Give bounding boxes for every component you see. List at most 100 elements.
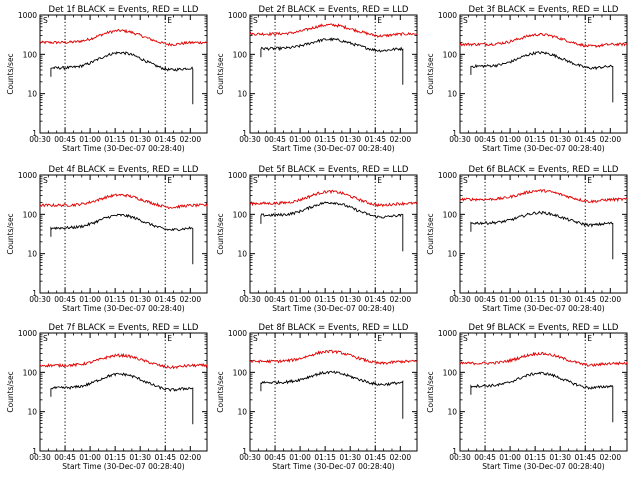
panel-title: Det 3f BLACK = Events, RED = LLD	[469, 5, 619, 15]
detector-panel-6: Det 6f BLACK = Events, RED = LLD 1 10 100 10…	[426, 165, 628, 313]
x-tick-label: 01:00	[499, 295, 521, 304]
lld-series-line	[249, 189, 418, 208]
marker-label: E	[167, 334, 172, 343]
y-tick-label: 1	[452, 447, 457, 456]
x-axis-label: Start Time (30-Dec-07 00:28:40)	[272, 144, 394, 153]
x-tick-label: 02:00	[389, 453, 411, 462]
x-tick-label: 02:00	[389, 135, 411, 144]
y-tick-label: 10	[237, 408, 247, 417]
x-tick-label: 01:00	[499, 135, 521, 144]
x-tick-label: 01:00	[499, 453, 521, 462]
x-tick-label: 01:15	[524, 135, 546, 144]
x-tick-label: 02:00	[599, 453, 621, 462]
y-tick-label: 10	[27, 90, 37, 99]
x-tick-label: 01:45	[154, 295, 176, 304]
events-series-line	[470, 51, 614, 103]
x-tick-label: 01:00	[79, 453, 101, 462]
x-tick-label: 00:30	[239, 295, 261, 304]
marker-label: S	[43, 16, 48, 25]
y-tick-label: 100	[23, 368, 38, 377]
y-axis-label: Counts/sec	[216, 371, 225, 412]
x-tick-label: 01:30	[549, 135, 571, 144]
panel-title: Det 8f BLACK = Events, RED = LLD	[259, 323, 409, 333]
y-tick-label: 1000	[438, 11, 457, 20]
x-tick-label: 00:30	[29, 453, 51, 462]
x-tick-label: 00:45	[54, 295, 76, 304]
y-axis-label: Counts/sec	[426, 213, 435, 254]
events-series-line	[260, 37, 404, 85]
y-tick-label: 100	[443, 50, 458, 59]
x-axis-label: Start Time (30-Dec-07 00:28:40)	[62, 144, 184, 153]
x-tick-label: 00:45	[264, 453, 286, 462]
x-tick-label: 02:00	[599, 295, 621, 304]
lld-series-line	[459, 351, 628, 367]
x-tick-label: 01:45	[154, 453, 176, 462]
panel-title: Det 6f BLACK = Events, RED = LLD	[469, 165, 619, 175]
x-tick-label: 00:30	[239, 453, 261, 462]
x-axis-label: Start Time (30-Dec-07 00:28:40)	[482, 144, 604, 153]
x-tick-label: 01:15	[104, 295, 126, 304]
y-tick-label: 1	[32, 289, 37, 298]
x-tick-label: 01:00	[79, 295, 101, 304]
lld-series-line	[39, 28, 208, 47]
marker-label: E	[377, 176, 382, 185]
x-tick-label: 01:30	[549, 453, 571, 462]
marker-label: E	[587, 16, 592, 25]
y-tick-label: 1	[32, 129, 37, 138]
x-tick-label: 02:00	[389, 295, 411, 304]
x-tick-label: 00:45	[264, 135, 286, 144]
y-tick-label: 100	[23, 50, 38, 59]
panel-title: Det 7f BLACK = Events, RED = LLD	[49, 323, 199, 333]
events-series-line	[50, 213, 194, 265]
x-tick-label: 00:30	[239, 135, 261, 144]
marker-label: S	[463, 334, 468, 343]
y-tick-label: 1	[242, 447, 247, 456]
x-axis-label: Start Time (30-Dec-07 00:28:40)	[62, 462, 184, 471]
y-axis-label: Counts/sec	[426, 371, 435, 412]
lld-series-line	[459, 32, 628, 49]
marker-label: S	[43, 176, 48, 185]
x-tick-label: 01:30	[339, 135, 361, 144]
detector-panel-5: Det 5f BLACK = Events, RED = LLD 1 10 100 10…	[216, 165, 418, 313]
y-tick-label: 1000	[438, 171, 457, 180]
y-axis-label: Counts/sec	[6, 371, 15, 412]
y-tick-label: 10	[237, 250, 247, 259]
x-tick-label: 01:00	[289, 453, 311, 462]
marker-label: S	[253, 334, 258, 343]
panel-title: Det 9f BLACK = Events, RED = LLD	[469, 323, 619, 333]
x-tick-label: 01:45	[574, 135, 596, 144]
y-tick-label: 1	[242, 289, 247, 298]
panel-title: Det 5f BLACK = Events, RED = LLD	[259, 165, 409, 175]
events-series-line	[50, 51, 194, 105]
x-tick-label: 02:00	[179, 135, 201, 144]
events-series-line	[260, 370, 404, 419]
x-tick-label: 01:30	[549, 295, 571, 304]
events-series-line	[470, 371, 614, 423]
x-tick-label: 00:45	[54, 135, 76, 144]
y-tick-label: 1000	[18, 171, 37, 180]
x-tick-label: 01:30	[129, 453, 151, 462]
marker-label: E	[377, 16, 382, 25]
lld-series-line	[249, 23, 418, 38]
x-tick-label: 00:45	[54, 453, 76, 462]
x-tick-label: 01:45	[364, 135, 386, 144]
x-tick-label: 00:30	[29, 135, 51, 144]
panel-title: Det 1f BLACK = Events, RED = LLD	[49, 5, 199, 15]
y-tick-label: 100	[233, 368, 248, 377]
y-tick-label: 100	[23, 210, 38, 219]
y-tick-label: 10	[27, 408, 37, 417]
x-tick-label: 01:15	[314, 295, 336, 304]
y-tick-label: 10	[27, 250, 37, 259]
marker-label: S	[253, 176, 258, 185]
y-tick-label: 1	[452, 129, 457, 138]
lld-series-line	[459, 188, 628, 204]
y-tick-label: 1000	[228, 171, 247, 180]
x-axis-label: Start Time (30-Dec-07 00:28:40)	[272, 304, 394, 313]
detector-panel-1: Det 1f BLACK = Events, RED = LLD 1 10 100 10…	[6, 5, 208, 153]
x-tick-label: 02:00	[179, 295, 201, 304]
x-tick-label: 00:30	[449, 453, 471, 462]
marker-label: S	[253, 16, 258, 25]
lld-series-line	[39, 352, 208, 370]
y-tick-label: 1	[452, 289, 457, 298]
lld-series-line	[249, 349, 418, 366]
